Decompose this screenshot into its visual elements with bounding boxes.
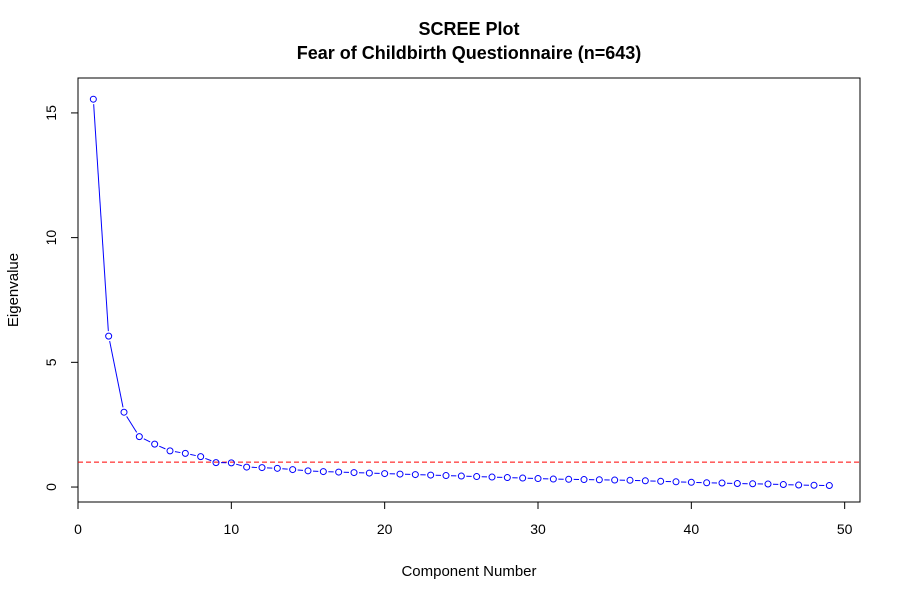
data-point bbox=[120, 408, 128, 416]
data-point bbox=[365, 469, 373, 477]
data-point bbox=[304, 467, 312, 475]
data-point bbox=[457, 472, 465, 480]
data-point bbox=[243, 463, 251, 471]
data-point bbox=[626, 476, 634, 484]
data-point bbox=[795, 481, 803, 489]
series-line-segment bbox=[109, 340, 124, 408]
data-point bbox=[151, 440, 159, 448]
data-point bbox=[733, 480, 741, 488]
data-point bbox=[258, 464, 266, 472]
data-point bbox=[212, 459, 220, 467]
series-line-segment bbox=[143, 438, 151, 443]
chart-title: SCREE Plot bbox=[418, 19, 519, 39]
data-point bbox=[687, 478, 695, 486]
data-point bbox=[565, 475, 573, 483]
y-tick-label: 0 bbox=[43, 483, 59, 491]
data-point bbox=[135, 433, 143, 441]
data-point bbox=[611, 476, 619, 484]
x-tick-label: 50 bbox=[837, 521, 853, 537]
data-point bbox=[273, 464, 281, 472]
x-axis-label: Component Number bbox=[401, 563, 536, 580]
data-point bbox=[197, 453, 205, 461]
data-point bbox=[442, 472, 450, 480]
data-point bbox=[396, 470, 404, 478]
data-point bbox=[473, 473, 481, 481]
data-point bbox=[181, 449, 189, 457]
data-point bbox=[672, 478, 680, 486]
data-point bbox=[810, 481, 818, 489]
data-point bbox=[549, 475, 557, 483]
series-line-segment bbox=[236, 463, 242, 467]
x-tick-label: 20 bbox=[377, 521, 393, 537]
data-point bbox=[427, 471, 435, 479]
y-tick-label: 15 bbox=[43, 105, 59, 121]
data-point bbox=[595, 476, 603, 484]
series-line-segment bbox=[174, 451, 181, 454]
data-point bbox=[749, 480, 757, 488]
x-tick-label: 40 bbox=[684, 521, 700, 537]
x-tick-label: 30 bbox=[530, 521, 546, 537]
data-point bbox=[350, 469, 358, 477]
data-point bbox=[703, 479, 711, 487]
data-point bbox=[779, 481, 787, 489]
y-axis: 0 5 10 15 bbox=[43, 105, 78, 491]
x-tick-label: 10 bbox=[224, 521, 240, 537]
data-point bbox=[764, 480, 772, 488]
data-point bbox=[519, 474, 527, 482]
data-point bbox=[411, 471, 419, 479]
series-line-segment bbox=[205, 457, 212, 462]
data-point bbox=[335, 468, 343, 476]
data-point bbox=[657, 477, 665, 485]
data-series bbox=[89, 95, 833, 490]
x-tick-label: 0 bbox=[74, 521, 82, 537]
series-line-segment bbox=[190, 453, 196, 457]
data-point bbox=[718, 479, 726, 487]
y-tick-label: 10 bbox=[43, 230, 59, 246]
data-point bbox=[89, 95, 97, 103]
data-point bbox=[166, 447, 174, 455]
data-point bbox=[289, 466, 297, 474]
data-point bbox=[534, 475, 542, 483]
data-point bbox=[503, 474, 511, 482]
y-tick-label: 5 bbox=[43, 358, 59, 366]
data-point bbox=[105, 332, 113, 340]
x-axis: 0 10 20 30 40 50 bbox=[74, 502, 853, 537]
data-point bbox=[227, 459, 235, 467]
data-point bbox=[381, 470, 389, 478]
data-point bbox=[641, 477, 649, 485]
data-point bbox=[488, 473, 496, 481]
data-point bbox=[580, 476, 588, 484]
data-point bbox=[319, 468, 327, 476]
series-line-segment bbox=[126, 416, 138, 433]
plot-area bbox=[77, 77, 861, 503]
series-line-segment bbox=[159, 445, 166, 450]
series-line-segment bbox=[93, 104, 109, 332]
data-point bbox=[825, 482, 833, 490]
chart-subtitle: Fear of Childbirth Questionnaire (n=643) bbox=[297, 43, 642, 63]
y-axis-label: Eigenvalue bbox=[5, 253, 22, 327]
